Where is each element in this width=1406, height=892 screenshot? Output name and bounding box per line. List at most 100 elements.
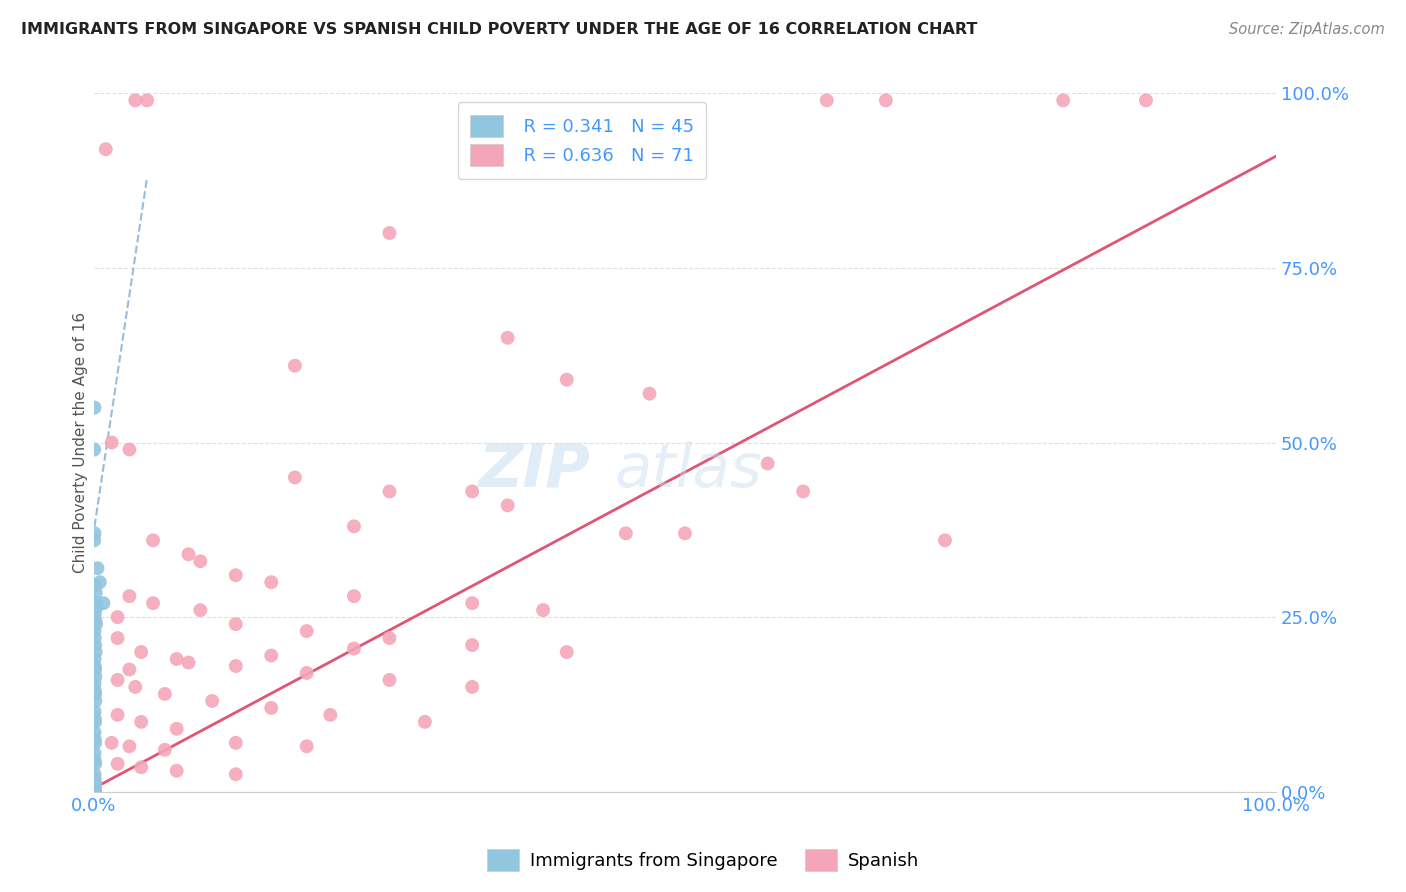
Point [201, 694, 224, 708]
Point [343, 519, 366, 533]
Point [118, 663, 141, 677]
Point [107, 610, 129, 624]
Point [225, 736, 247, 750]
Point [83, 772, 105, 786]
Point [100, 736, 122, 750]
Point [260, 648, 283, 663]
Point [83, 767, 105, 781]
Point [319, 707, 342, 722]
Point [260, 701, 283, 715]
Point [153, 687, 176, 701]
Point [260, 575, 283, 590]
Point [84, 714, 107, 729]
Point [673, 526, 696, 541]
Point [94, 142, 117, 156]
Point [124, 680, 146, 694]
Point [166, 722, 188, 736]
Point [756, 457, 779, 471]
Point [83, 631, 105, 645]
Point [815, 93, 838, 107]
Point [166, 652, 188, 666]
Point [496, 499, 519, 513]
Point [86, 561, 108, 575]
Point [83, 533, 105, 548]
Point [83, 746, 105, 760]
Point [177, 547, 200, 561]
Point [83, 732, 105, 747]
Point [188, 554, 211, 568]
Legend: Immigrants from Singapore, Spanish: Immigrants from Singapore, Spanish [479, 842, 927, 879]
Point [84, 614, 107, 628]
Point [1052, 93, 1074, 107]
Y-axis label: Child Poverty Under the Age of 16: Child Poverty Under the Age of 16 [73, 312, 87, 573]
Point [225, 767, 247, 781]
Point [225, 568, 247, 582]
Point [84, 687, 107, 701]
Point [84, 736, 107, 750]
Point [86, 599, 108, 614]
Point [188, 603, 211, 617]
Point [118, 739, 141, 754]
Point [83, 711, 105, 725]
Point [83, 526, 105, 541]
Point [84, 694, 107, 708]
Point [555, 373, 578, 387]
Point [378, 631, 401, 645]
Point [295, 624, 318, 638]
Point [177, 656, 200, 670]
Legend:   R = 0.341   N = 45,   R = 0.636   N = 71: R = 0.341 N = 45, R = 0.636 N = 71 [457, 103, 706, 179]
Point [378, 673, 401, 687]
Point [84, 756, 107, 771]
Point [107, 673, 129, 687]
Point [83, 652, 105, 666]
Point [84, 596, 107, 610]
Point [378, 484, 401, 499]
Point [83, 624, 105, 638]
Point [142, 596, 165, 610]
Point [225, 659, 247, 673]
Point [83, 781, 105, 796]
Point [84, 783, 107, 797]
Point [83, 607, 105, 621]
Point [107, 631, 129, 645]
Point [1135, 93, 1157, 107]
Point [461, 484, 484, 499]
Point [83, 683, 105, 698]
Point [496, 331, 519, 345]
Point [555, 645, 578, 659]
Point [84, 585, 107, 599]
Point [84, 638, 107, 652]
Point [129, 714, 152, 729]
Point [93, 596, 115, 610]
Point [83, 785, 105, 799]
Point [83, 705, 105, 719]
Point [84, 776, 107, 790]
Point [166, 764, 188, 778]
Point [343, 589, 366, 603]
Point [284, 470, 307, 484]
Point [100, 435, 122, 450]
Point [461, 638, 484, 652]
Point [83, 779, 105, 793]
Point [792, 484, 814, 499]
Point [84, 617, 107, 632]
Point [107, 707, 129, 722]
Point [136, 93, 159, 107]
Point [142, 533, 165, 548]
Text: IMMIGRANTS FROM SINGAPORE VS SPANISH CHILD POVERTY UNDER THE AGE OF 16 CORRELATI: IMMIGRANTS FROM SINGAPORE VS SPANISH CHI… [21, 22, 977, 37]
Point [934, 533, 956, 548]
Text: Source: ZipAtlas.com: Source: ZipAtlas.com [1229, 22, 1385, 37]
Point [83, 753, 105, 767]
Point [84, 663, 107, 677]
Point [295, 739, 318, 754]
Point [284, 359, 307, 373]
Point [84, 785, 107, 799]
Point [89, 575, 111, 590]
Point [83, 725, 105, 739]
Point [614, 526, 637, 541]
Point [461, 596, 484, 610]
Point [225, 617, 247, 632]
Point [83, 596, 105, 610]
Point [84, 579, 107, 593]
Point [378, 226, 401, 240]
